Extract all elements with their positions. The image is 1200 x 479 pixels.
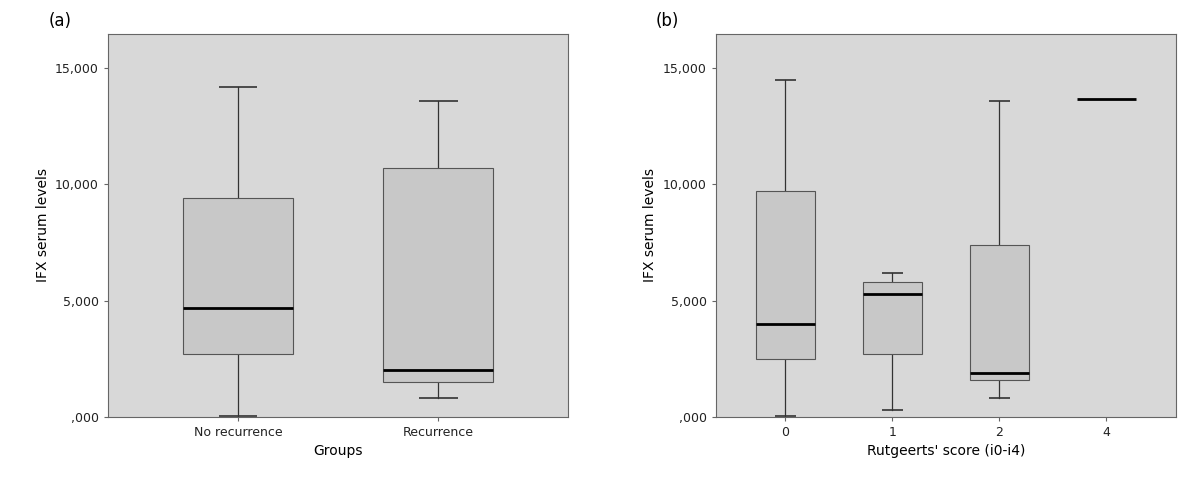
FancyBboxPatch shape [970,245,1028,379]
Y-axis label: IFX serum levels: IFX serum levels [36,168,49,282]
Y-axis label: IFX serum levels: IFX serum levels [643,168,658,282]
Text: (a): (a) [48,11,71,30]
FancyBboxPatch shape [184,198,293,354]
FancyBboxPatch shape [383,168,493,382]
FancyBboxPatch shape [756,192,815,359]
FancyBboxPatch shape [863,282,922,354]
X-axis label: Groups: Groups [313,445,362,458]
Text: (b): (b) [656,11,679,30]
X-axis label: Rutgeerts' score (i0-i4): Rutgeerts' score (i0-i4) [866,445,1025,458]
